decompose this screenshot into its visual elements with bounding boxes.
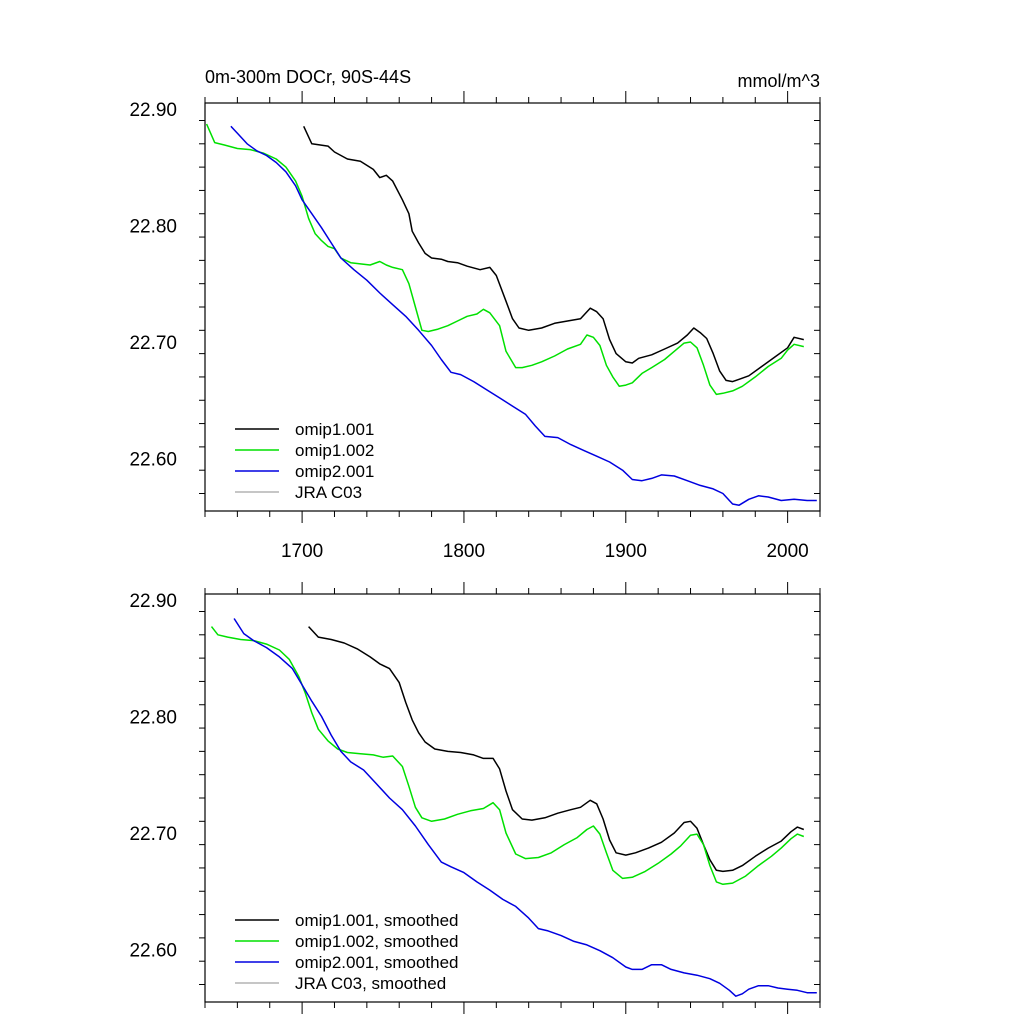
x-tick-label: 2000 [766,541,808,562]
x-tick-label: 1700 [281,541,323,562]
legend-label: omip1.001, smoothed [295,911,459,930]
x-tick-label: 1900 [605,541,647,562]
legend-label: JRA C03, smoothed [295,974,446,993]
series-line-omip1-001-smoothed [308,626,805,873]
y-tick-label: 22.60 [129,941,177,962]
legend-label: omip2.001 [295,462,374,481]
y-tick-label: 22.90 [129,100,177,121]
y-tick-label: 22.90 [129,591,177,612]
legend-label: JRA C03 [295,483,362,502]
chart-title: 0m-300m DOCr, 90S-44S [205,67,411,87]
series-line-omip2-001-smoothed [233,618,817,997]
y-tick-label: 22.80 [129,707,177,728]
y-tick-label: 22.70 [129,824,177,845]
bottom-panel: 22.60 22.70 22.80 22.90 omip1.001, smoothed o… [129,582,821,1014]
y-tick-label: 22.70 [129,333,177,354]
series-line-omip2-001 [230,125,817,506]
series-line-omip1-001 [303,125,804,383]
x-tick-label: 1800 [443,541,485,562]
top-panel: 1700 1800 1900 2000 22.60 22.70 22.80 22.90 0m-3… [129,67,821,562]
units-label: mmol/m^3 [738,71,820,91]
series-line-omip1-002 [205,123,804,396]
series-line-omip1-002-smoothed [210,626,805,886]
y-tick-label: 22.60 [129,450,177,471]
y-tick-label: 22.80 [129,216,177,237]
legend-label: omip1.001 [295,420,374,439]
legend-label: omip1.002 [295,441,374,460]
legend-label: omip1.002, smoothed [295,932,459,951]
legend-label: omip2.001, smoothed [295,953,459,972]
